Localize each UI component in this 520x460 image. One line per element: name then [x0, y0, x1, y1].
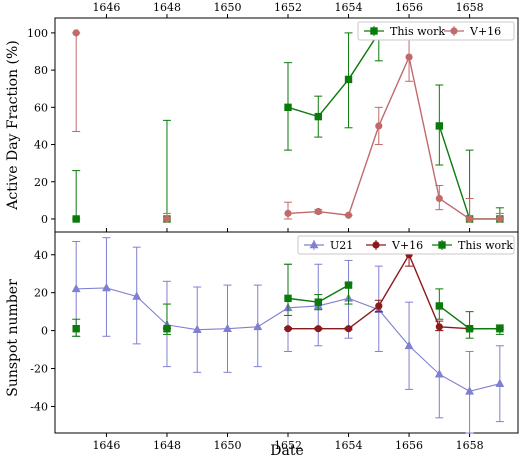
- legend-label: This work: [390, 25, 445, 38]
- top-x-tick-label: 1648: [153, 1, 181, 14]
- data-point: [344, 281, 353, 289]
- data-point: [344, 75, 353, 84]
- top-plot-frame: [54, 17, 519, 233]
- data-point: [284, 103, 292, 112]
- data-point: [344, 325, 353, 333]
- bottom-plot-frame: [54, 231, 519, 434]
- data-point: [72, 215, 80, 223]
- bottom-panel: -40 -20 0 20 40 1646 1648 1650 1652 1654 1656 1658 U…: [30, 231, 519, 452]
- legend-label: V+16: [469, 25, 501, 38]
- top-y-tick-label: 100: [27, 27, 48, 40]
- data-point: [163, 215, 171, 223]
- top-x-tick-label: 1652: [274, 1, 302, 14]
- series-line: [288, 253, 500, 330]
- top-y-tick-label: 20: [34, 176, 48, 189]
- data-point: [223, 323, 232, 333]
- data-point: [284, 209, 292, 217]
- data-point: [404, 340, 414, 350]
- legend-marker: [372, 241, 380, 249]
- bottom-y-tick-label: -20: [30, 363, 48, 376]
- top-y-tick-label: 80: [34, 64, 48, 77]
- bottom-x-tick-label: 1656: [395, 439, 423, 452]
- x-axis-label: Date: [270, 443, 303, 459]
- bottom-y-axis-label: Sunspot number: [5, 279, 21, 397]
- legend-label: V+16: [391, 239, 423, 252]
- data-point: [465, 386, 475, 395]
- legend-marker: [438, 241, 446, 249]
- top-y-axis-label: Active Day Fraction (%): [5, 40, 21, 210]
- top-y-tick-label: 40: [34, 139, 48, 152]
- legend-label: U21: [330, 239, 353, 252]
- legend-marker: [309, 239, 319, 249]
- data-point: [435, 194, 443, 203]
- top-panel: 0 20 40 60 80 100 1646 1648 1650 1652 1654 1656 1658…: [27, 1, 519, 233]
- series-line: [287, 32, 380, 118]
- legend-marker: [450, 27, 458, 35]
- top-x-tick-label: 1650: [213, 1, 241, 14]
- data-point: [495, 378, 505, 387]
- data-point: [71, 283, 81, 293]
- data-point: [375, 122, 383, 130]
- series-line: [287, 54, 500, 220]
- bottom-y-tick-label: 20: [34, 287, 48, 300]
- bottom-x-tick-label: 1650: [213, 439, 241, 452]
- legend-marker: [370, 27, 378, 35]
- legend-box: [357, 21, 515, 41]
- data-point: [465, 325, 474, 333]
- data-point: [434, 369, 444, 378]
- data-point: [465, 215, 474, 223]
- data-point: [132, 291, 142, 300]
- data-point: [344, 211, 353, 219]
- data-point: [284, 294, 292, 303]
- top-legend: This work V+16: [357, 21, 515, 41]
- top-x-tick-label: 1656: [395, 1, 423, 14]
- data-point: [102, 282, 111, 292]
- data-point: [496, 325, 504, 333]
- bottom-y-tick-label: -40: [30, 400, 48, 413]
- data-point: [72, 325, 80, 333]
- data-point: [284, 325, 292, 333]
- data-point: [435, 323, 443, 331]
- legend-box: [297, 235, 515, 255]
- bottom-x-tick-label: 1652: [274, 439, 302, 452]
- legend-label: This work: [458, 239, 513, 252]
- data-point: [314, 112, 322, 121]
- bottom-x-tick-label: 1654: [335, 439, 363, 452]
- top-x-tick-label: 1658: [456, 1, 484, 14]
- data-point: [192, 324, 202, 333]
- top-y-tick-label: 60: [34, 101, 48, 114]
- bottom-series-this-work: [72, 263, 504, 339]
- bottom-x-tick-label: 1648: [153, 439, 181, 452]
- data-point: [314, 298, 322, 306]
- data-point: [72, 29, 80, 37]
- data-point: [163, 325, 171, 333]
- data-point: [314, 207, 322, 216]
- top-y-tick-label: 0: [41, 213, 48, 226]
- top-series-v-16: [72, 29, 504, 223]
- bottom-y-tick-label: 40: [34, 249, 48, 262]
- bottom-y-tick-label: 0: [41, 325, 48, 338]
- bottom-x-tick-label: 1646: [92, 439, 120, 452]
- data-point: [405, 53, 413, 61]
- bottom-series-v-16: [162, 251, 504, 333]
- data-point: [496, 215, 504, 223]
- data-point: [435, 122, 444, 130]
- data-point: [435, 302, 444, 310]
- bottom-x-tick-label: 1658: [456, 439, 484, 452]
- bottom-legend: U21 V+16 This work: [297, 235, 515, 255]
- data-point: [314, 325, 322, 333]
- top-x-tick-label: 1654: [335, 1, 363, 14]
- top-x-tick-label: 1646: [92, 1, 120, 14]
- data-point: [375, 302, 383, 310]
- data-point: [253, 321, 263, 331]
